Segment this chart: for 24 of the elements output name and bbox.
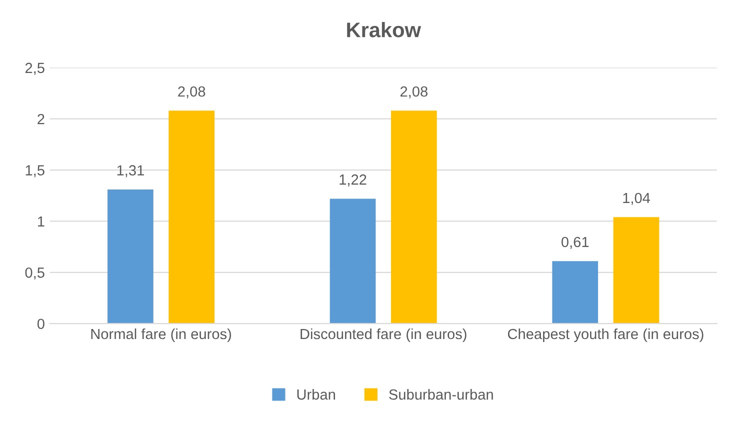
chart-title: Krakow (347, 22, 422, 38)
bar (391, 110, 437, 324)
legend-label: Urban (297, 389, 335, 400)
x-tick-label: Normal fare (in euros) (91, 328, 232, 342)
bar (108, 189, 154, 324)
data-label: 1,04 (623, 192, 650, 205)
x-tick-label: Discounted fare (in euros) (300, 328, 466, 342)
y-tick-label: 2,5 (25, 62, 44, 75)
data-label: 1,31 (117, 165, 144, 178)
bar (330, 198, 376, 324)
data-label: 2,08 (400, 86, 428, 98)
y-tick-label: 1 (38, 216, 44, 227)
data-label: 2,08 (178, 86, 206, 98)
data-label: 1,22 (340, 174, 366, 186)
legend-label: Suburban-urban (389, 389, 493, 400)
y-tick-label: 2 (38, 114, 44, 124)
bar (552, 261, 598, 324)
data-label: 0,61 (562, 236, 589, 249)
x-tick-label: Cheapest youth fare (in euros) (508, 328, 704, 342)
bar (168, 110, 215, 324)
y-tick-label: 0 (37, 318, 44, 330)
y-tick-label: 0,5 (25, 268, 44, 280)
bar (613, 217, 660, 324)
y-tick-label: 1,5 (26, 165, 44, 178)
